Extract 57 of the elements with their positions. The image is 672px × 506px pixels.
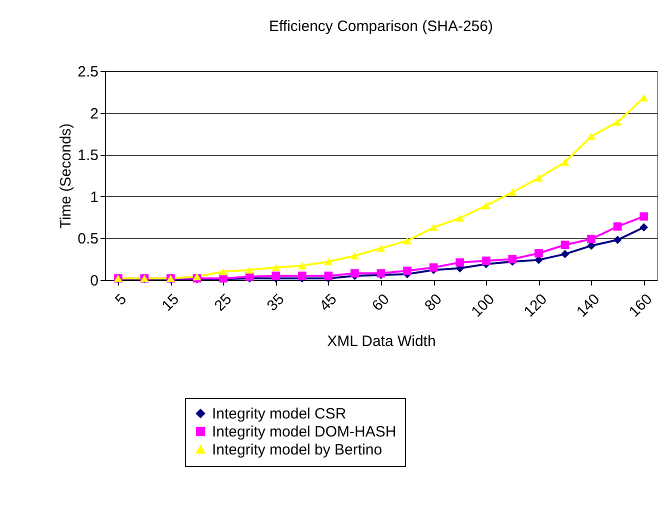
x-tick-label: 45	[316, 290, 340, 315]
point	[640, 223, 648, 232]
point	[640, 94, 648, 102]
point	[508, 254, 517, 264]
x-tick-label: 60	[368, 290, 393, 315]
legend-label: Integrity model CSR	[212, 406, 346, 422]
y-tick-label: 1.5	[78, 147, 98, 164]
y-axis-title: Time (Seconds)	[58, 123, 75, 229]
chart-title: Efficiency Comparison (SHA-256)	[269, 18, 493, 35]
point	[613, 236, 622, 244]
point	[587, 132, 596, 140]
x-tick-label: 140	[573, 290, 604, 321]
point	[534, 249, 543, 258]
x-tick-label: 15	[158, 290, 183, 315]
point	[534, 174, 543, 182]
point	[640, 212, 648, 221]
y-tick-label: 2	[90, 105, 98, 122]
point	[350, 269, 359, 278]
point	[219, 268, 228, 276]
point	[482, 256, 490, 265]
point	[350, 252, 359, 260]
point	[403, 237, 412, 244]
point	[482, 202, 490, 210]
x-axis-title: XML Data Width	[327, 332, 436, 350]
point	[560, 250, 570, 258]
point	[613, 222, 622, 231]
point	[324, 258, 333, 266]
x-tick-label: 80	[422, 290, 446, 315]
point	[429, 263, 438, 272]
y-tick-label: 0.5	[78, 230, 98, 248]
x-tick-label: 35	[264, 290, 288, 315]
point	[613, 118, 622, 126]
point	[272, 264, 280, 272]
point	[272, 272, 280, 280]
legend-label: Integrity model by Bertino	[212, 442, 382, 458]
point	[324, 272, 333, 280]
x-tick-label: 5	[112, 290, 130, 309]
point	[508, 188, 517, 196]
point	[298, 262, 306, 270]
x-tick-label: 120	[520, 290, 551, 321]
point	[560, 240, 570, 250]
point	[376, 244, 386, 252]
x-tick-label: 100	[468, 290, 498, 321]
legend-label: Integrity model DOM-HASH	[212, 424, 396, 440]
point	[429, 224, 438, 231]
point	[245, 266, 254, 274]
point	[587, 234, 596, 244]
x-tick-label: 25	[211, 290, 236, 315]
y-tick-label: 2.5	[78, 64, 98, 80]
point	[298, 272, 306, 280]
point	[456, 214, 464, 222]
point	[456, 258, 464, 267]
y-tick-label: 1	[90, 188, 98, 206]
y-tick-label: 0	[90, 272, 98, 290]
point	[560, 158, 570, 166]
point	[403, 266, 412, 275]
x-tick-label: 160	[626, 290, 656, 321]
